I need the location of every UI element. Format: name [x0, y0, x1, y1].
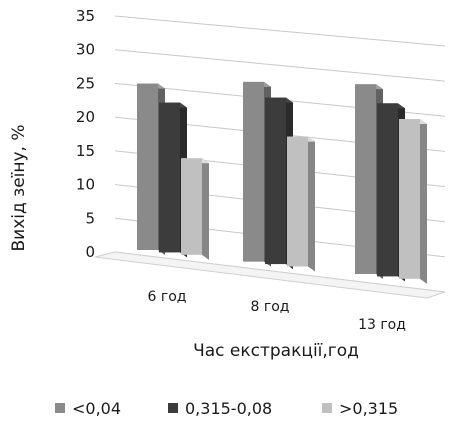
y-tick-label: 0 [85, 243, 95, 261]
bar [399, 119, 427, 284]
bar-side [202, 158, 209, 260]
y-tick-label: 30 [76, 41, 95, 59]
x-category-label: 8 год [251, 299, 290, 315]
legend-item: 0,315-0,08 [168, 399, 272, 418]
y-tick-label: 10 [76, 176, 95, 194]
y-axis-title: Вихід зеїну, % [9, 124, 29, 251]
y-tick-label: 15 [76, 142, 95, 160]
legend-swatch [322, 403, 332, 413]
x-category-label: 13 год [358, 317, 406, 333]
bar-front [287, 136, 308, 267]
bar-front [399, 119, 420, 279]
x-category-label: 6 год [148, 289, 187, 305]
y-axis-ticks: 0 5 10 15 20 25 30 35 [76, 7, 95, 261]
gridline [114, 49, 446, 82]
legend-label: >0,315 [339, 399, 398, 418]
bars [137, 81, 427, 284]
legend-label: <0,04 [72, 399, 121, 418]
gridline [114, 15, 446, 47]
y-tick-label: 5 [85, 209, 95, 227]
legend-swatch [168, 403, 178, 413]
legend: <0,04 0,315-0,08 >0,315 [55, 399, 398, 418]
y-tick-label: 20 [76, 108, 95, 126]
x-axis-categories: 6 год 8 год 13 год [148, 289, 406, 333]
legend-item: <0,04 [55, 399, 121, 418]
bar-side [420, 119, 427, 284]
bar-side [308, 136, 315, 272]
bar-front [265, 97, 286, 265]
bar-front [181, 158, 202, 255]
bar-front [377, 103, 398, 277]
bar-front [159, 102, 180, 253]
bar [181, 158, 209, 260]
x-axis-title: Час екстракції,год [193, 341, 359, 361]
bar-front [243, 81, 264, 262]
y-tick-label: 25 [76, 74, 95, 92]
bar-front [137, 83, 158, 250]
legend-item: >0,315 [322, 399, 398, 418]
y-tick-label: 35 [76, 7, 95, 25]
legend-swatch [55, 403, 65, 413]
legend-label: 0,315-0,08 [185, 399, 272, 418]
floor-plane [94, 251, 446, 299]
chart-floor [94, 251, 446, 299]
bar [287, 136, 315, 272]
bar-front [355, 84, 376, 274]
